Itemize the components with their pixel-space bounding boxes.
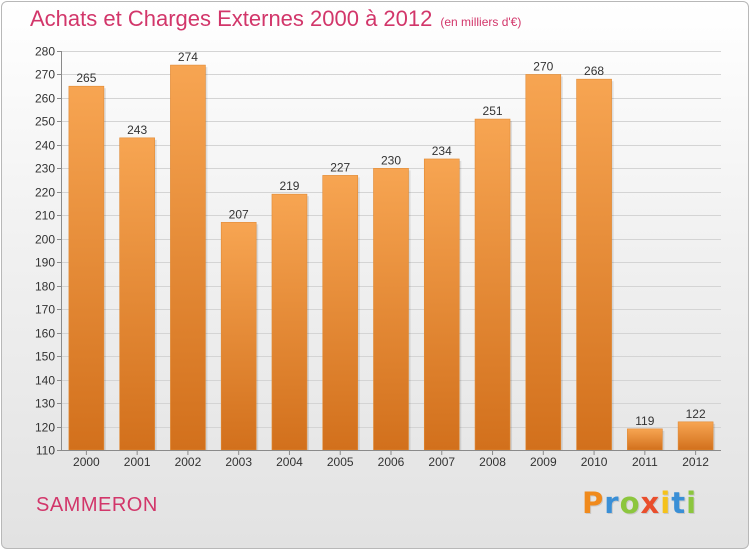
data-label: 219 <box>279 179 299 193</box>
y-tick-label: 140 <box>35 374 55 388</box>
y-tick-label: 160 <box>35 327 55 341</box>
bar <box>220 222 257 451</box>
axes: 1101201301401501601701801902002102202302… <box>35 45 721 469</box>
y-tick-label: 240 <box>35 139 55 153</box>
data-label: 274 <box>178 50 198 64</box>
bar <box>627 428 663 451</box>
logo-letter: i <box>660 486 672 520</box>
x-tick-label: 2010 <box>581 455 608 469</box>
data-label: 122 <box>686 407 706 421</box>
bar <box>576 78 612 451</box>
bar <box>322 175 359 451</box>
y-tick-label: 120 <box>35 421 55 435</box>
bar <box>677 421 714 451</box>
x-tick-label: 2005 <box>327 455 354 469</box>
data-label: 265 <box>76 71 96 85</box>
y-tick-label: 280 <box>35 45 55 59</box>
y-tick-label: 180 <box>35 280 55 294</box>
logo-letter: r <box>604 486 620 520</box>
data-label: 234 <box>432 144 452 158</box>
y-tick-label: 230 <box>35 162 55 176</box>
bar <box>525 74 562 451</box>
y-tick-label: 170 <box>35 303 55 317</box>
x-tick-label: 2000 <box>73 455 100 469</box>
x-tick-label: 2012 <box>682 455 709 469</box>
y-tick-label: 110 <box>36 444 55 458</box>
logo-letter: o <box>619 486 641 520</box>
y-tick-label: 200 <box>35 233 55 247</box>
logo-letter: t <box>671 486 687 520</box>
x-tick-label: 2001 <box>124 455 151 469</box>
data-label: 230 <box>381 153 401 167</box>
data-label: 268 <box>584 64 604 78</box>
x-tick-label: 2002 <box>175 455 202 469</box>
bar <box>119 137 155 451</box>
bar <box>373 168 409 451</box>
bar <box>271 193 308 451</box>
logo-letter: x <box>640 486 661 520</box>
data-label: 227 <box>330 160 350 174</box>
y-tick-label: 150 <box>35 350 55 364</box>
chart-title: Achats et Charges Externes 2000 à 2012 (e… <box>30 6 521 32</box>
bar <box>474 118 511 451</box>
town-name: SAMMERON <box>36 494 158 516</box>
bar <box>68 85 105 451</box>
logo-letter: P <box>582 486 605 520</box>
chart-title-text: Achats et Charges Externes 2000 à 2012 <box>30 6 433 31</box>
y-tick-label: 270 <box>35 68 55 82</box>
y-tick-label: 210 <box>35 209 55 223</box>
logo-letter: i <box>686 486 698 520</box>
data-label: 119 <box>635 414 654 428</box>
x-tick-label: 2007 <box>428 455 455 469</box>
x-tick-label: 2006 <box>378 455 405 469</box>
data-label: 207 <box>229 207 249 221</box>
bar <box>170 64 206 451</box>
x-tick-label: 2009 <box>530 455 557 469</box>
x-tick-label: 2004 <box>276 455 303 469</box>
y-tick-label: 220 <box>35 186 55 200</box>
data-labels: 265 243 274 207 219 227 230 234 251 270 268 119 122 <box>76 50 706 428</box>
data-label: 251 <box>483 104 503 118</box>
chart-subtitle: (en milliers d'€) <box>440 15 522 29</box>
y-tick-label: 130 <box>35 397 55 411</box>
data-label: 270 <box>533 59 553 73</box>
proxiti-logo: Proxiti <box>582 486 697 520</box>
bars <box>68 64 716 451</box>
bar <box>423 158 460 451</box>
y-tick-label: 250 <box>35 115 55 129</box>
y-tick-label: 190 <box>35 256 55 270</box>
y-tick-label: 260 <box>35 92 55 106</box>
x-tick-label: 2008 <box>479 455 506 469</box>
x-tick-label: 2011 <box>632 455 658 469</box>
x-tick-label: 2003 <box>225 455 252 469</box>
data-label: 243 <box>127 123 147 137</box>
